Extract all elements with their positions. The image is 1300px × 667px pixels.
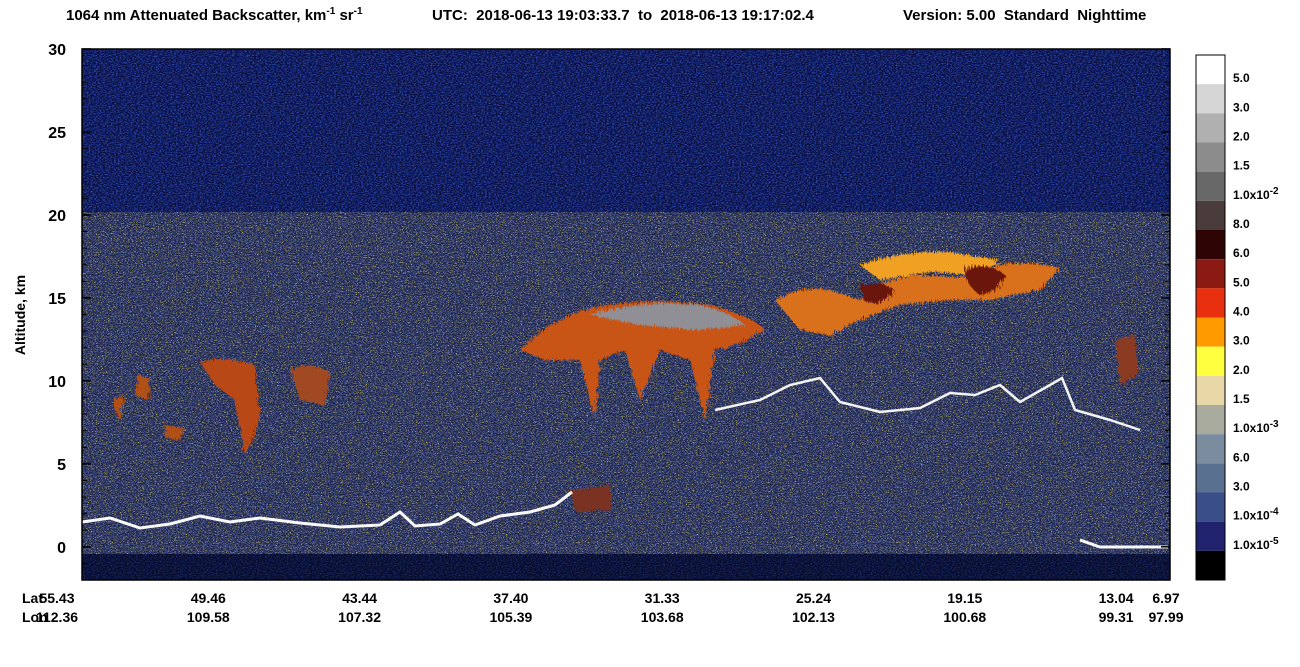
- colorbar-label: 1.0x10-3: [1233, 419, 1279, 435]
- colorbar-swatch: [1196, 84, 1225, 114]
- x-tick-label: 112.36: [36, 609, 78, 625]
- title-exponent: -1: [354, 6, 363, 17]
- x-tick-label: 105.39: [489, 609, 532, 625]
- y-tick-label: 25: [48, 125, 66, 142]
- colorbar-label: 1.0x10-2: [1233, 186, 1279, 202]
- x-tick-label: 103.68: [641, 609, 684, 625]
- x-tick-label: 99.31: [1099, 609, 1134, 625]
- x-tick-label: 25.24: [796, 590, 831, 606]
- x-tick-label: 37.40: [493, 590, 528, 606]
- colorbar-label-base: 1.0x10: [1233, 421, 1270, 435]
- x-row-name: Lat: [22, 590, 43, 606]
- colorbar-label-base: 1.0x10: [1233, 188, 1270, 202]
- colorbar-swatch: [1196, 434, 1225, 464]
- cloud: [1115, 335, 1138, 385]
- colorbar-label: 1.0x10-5: [1233, 536, 1279, 552]
- x-row-name: Lon: [22, 609, 48, 625]
- colorbar-label-exponent: -3: [1270, 419, 1279, 430]
- colorbar-label: 1.5: [1233, 159, 1250, 173]
- cloud: [290, 365, 330, 405]
- curtain-image: [82, 49, 1170, 580]
- colorbar-swatch: [1196, 259, 1225, 289]
- colorbar-label: 5.0: [1233, 275, 1250, 289]
- x-tick-label: 31.33: [645, 590, 680, 606]
- colorbar-swatch: [1196, 171, 1225, 201]
- colorbar-swatch: [1196, 55, 1225, 85]
- y-tick-label: 20: [48, 208, 66, 225]
- cloud: [860, 266, 1005, 303]
- colorbar-label: 3.0: [1233, 480, 1250, 494]
- colorbar-swatch: [1196, 230, 1225, 260]
- title-unit: sr: [339, 7, 353, 24]
- cloud: [112, 375, 185, 440]
- colorbar-label: 3.0: [1233, 334, 1250, 348]
- x-tick-label: 6.97: [1152, 590, 1179, 606]
- cloud: [590, 303, 745, 330]
- colorbar-label: 8.0: [1233, 217, 1250, 231]
- y-tick-label: 5: [57, 457, 66, 474]
- colorbar-swatch: [1196, 463, 1225, 493]
- x-tick-label: 107.32: [338, 609, 381, 625]
- colorbar-label-base: 1.0x10: [1233, 509, 1270, 523]
- title-text: 1064 nm Attenuated Backscatter, km: [66, 7, 326, 24]
- chart-title: 1064 nm Attenuated Backscatter, km-1 sr-…: [66, 6, 363, 24]
- y-tick-label: 15: [48, 291, 66, 308]
- colorbar-swatch: [1196, 492, 1225, 522]
- y-tick-label: 10: [48, 374, 66, 391]
- colorbar-swatch: [1196, 113, 1225, 143]
- surface-return: [1079, 538, 1168, 549]
- colorbar-label-base: 1.0x10: [1233, 538, 1270, 552]
- colorbar-swatch: [1196, 288, 1225, 318]
- colorbar-swatch: [1196, 346, 1225, 376]
- colorbar-swatch: [1196, 142, 1225, 172]
- cloud-features: [112, 251, 1138, 512]
- cloud: [860, 251, 1000, 280]
- colorbar-swatch: [1196, 550, 1225, 580]
- colorbar-frame: [1195, 54, 1226, 581]
- x-tick-label: 55.43: [39, 590, 74, 606]
- colorbar-swatch: [1196, 405, 1225, 435]
- colorbar-swatch: [1196, 317, 1225, 347]
- y-tick-label: 0: [57, 540, 66, 557]
- x-tick-label: 19.15: [947, 590, 982, 606]
- colorbar-label: 2.0: [1233, 130, 1250, 144]
- colorbar-label-exponent: -5: [1270, 536, 1279, 547]
- title-utc: UTC: 2018-06-13 19:03:33.7 to 2018-06-13…: [432, 7, 815, 24]
- cloud: [200, 359, 260, 455]
- cloud-layer: [714, 376, 1141, 432]
- colorbar-label: 6.0: [1233, 450, 1250, 464]
- title-version: Version: 5.00 Standard Nighttime: [903, 7, 1146, 24]
- colorbar: 5.03.02.01.51.0x10-28.06.05.04.03.02.01.…: [1195, 54, 1279, 581]
- colorbar-label-exponent: -4: [1270, 507, 1279, 518]
- colorbar-label: 4.0: [1233, 305, 1250, 319]
- colorbar-label: 5.0: [1233, 71, 1250, 85]
- y-axis-label: Altitude, km: [12, 275, 28, 355]
- x-tick-label: 109.58: [187, 609, 230, 625]
- x-tick-label: 13.04: [1099, 590, 1134, 606]
- cloud: [570, 485, 612, 512]
- upper-noise: [82, 49, 1170, 217]
- colorbar-swatch: [1196, 375, 1225, 405]
- colorbar-label: 6.0: [1233, 246, 1250, 260]
- x-tick-label: 102.13: [792, 609, 835, 625]
- colorbar-swatch: [1196, 521, 1225, 551]
- x-tick-label: 43.44: [342, 590, 377, 606]
- colorbar-swatch: [1196, 200, 1225, 230]
- x-tick-label: 49.46: [191, 590, 226, 606]
- title-exponent: -1: [326, 6, 335, 17]
- colorbar-label: 1.0x10-4: [1233, 507, 1279, 523]
- x-tick-label: 97.99: [1148, 609, 1183, 625]
- colorbar-label: 2.0: [1233, 363, 1250, 377]
- cloud: [520, 301, 765, 420]
- subsurface-noise: [82, 554, 1170, 580]
- surface-return: [82, 490, 573, 530]
- colorbar-label: 1.5: [1233, 392, 1250, 406]
- colorbar-label-exponent: -2: [1270, 186, 1279, 197]
- colorbar-label: 3.0: [1233, 100, 1250, 114]
- y-tick-label: 30: [48, 42, 66, 59]
- x-tick-label: 100.68: [943, 609, 986, 625]
